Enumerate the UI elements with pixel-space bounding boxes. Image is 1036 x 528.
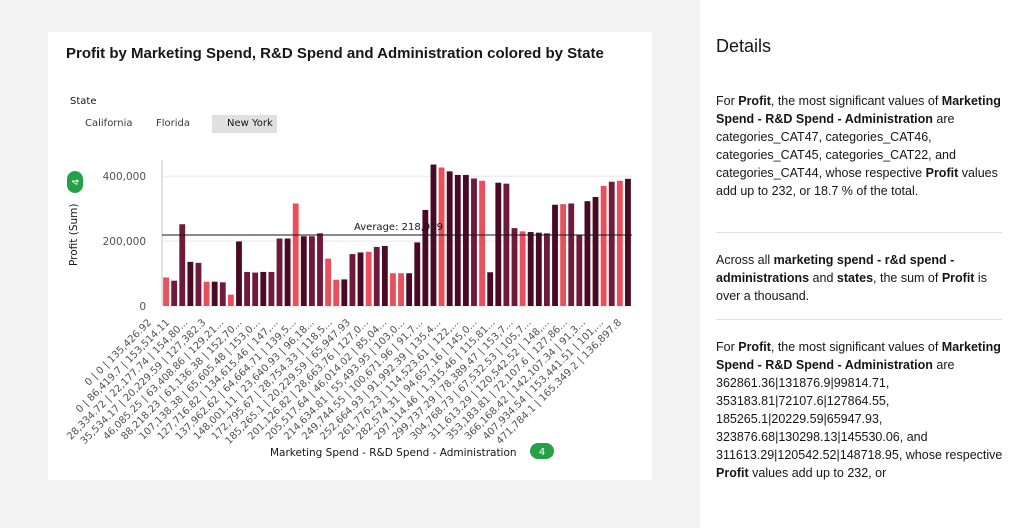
bar [325, 258, 332, 306]
bar [195, 262, 202, 306]
bar [252, 272, 259, 306]
details-paragraph-2: Across all marketing spend - r&d spend -… [716, 253, 987, 303]
bar [406, 273, 413, 306]
bar [552, 204, 558, 306]
details-paragraph-1: For Profit, the most significant values … [716, 94, 1001, 198]
bar [268, 271, 275, 306]
bar [211, 281, 218, 306]
average-label: Average: 218,939 [354, 222, 443, 233]
bar [341, 279, 348, 306]
bar [357, 252, 364, 306]
bar [317, 233, 323, 306]
details-divider [716, 232, 1002, 233]
y-count-badge [67, 171, 83, 193]
bar [187, 261, 194, 306]
bar [495, 182, 502, 306]
y-axis-title: Profit (Sum) [68, 204, 80, 266]
bar [576, 235, 583, 306]
bar [414, 242, 421, 306]
bar [584, 201, 591, 306]
bar [333, 279, 340, 306]
bar [503, 183, 510, 306]
bar [260, 271, 267, 306]
bar [487, 272, 494, 306]
bar [300, 236, 307, 306]
legend-item-florida[interactable]: Florida [156, 118, 191, 129]
bar [163, 277, 169, 306]
bar [219, 282, 226, 306]
y-tick-label: 400,000 [103, 171, 146, 183]
bar [454, 174, 461, 306]
bar [592, 196, 599, 306]
bar [227, 294, 234, 306]
bar [608, 181, 615, 306]
bar [373, 246, 380, 306]
bar [171, 280, 178, 306]
bar [446, 171, 453, 306]
bar [349, 254, 356, 306]
x-axis-title: Marketing Spend - R&D Spend - Administra… [270, 447, 517, 459]
chart-title: Profit by Marketing Spend, R&D Spend and… [66, 45, 604, 62]
bar [568, 203, 575, 306]
legend-item-california[interactable]: California [85, 118, 133, 129]
bar [179, 224, 186, 306]
bar [203, 281, 210, 306]
bar [616, 180, 623, 306]
bar [560, 204, 567, 306]
x-count-badge [530, 443, 554, 459]
legend-title: State [70, 96, 97, 107]
bar [381, 245, 388, 306]
bar [511, 228, 518, 306]
details-title: Details [716, 36, 772, 56]
bar [276, 238, 283, 306]
y-count-badge-label: 4 [71, 179, 82, 185]
bar [527, 232, 534, 306]
bar [244, 271, 251, 306]
bar [390, 273, 396, 306]
bar [398, 273, 404, 306]
bar [600, 185, 607, 306]
bar [543, 233, 550, 306]
details-panel: Details For Profit, the most significant… [700, 0, 1036, 528]
bar [462, 174, 469, 306]
bar [292, 203, 299, 306]
bar [422, 209, 429, 306]
bar [236, 241, 242, 306]
bar [471, 178, 477, 306]
bar [479, 180, 486, 306]
bar-chart: 0 200,000 400,000 Average: 218,939 Profit (S… [65, 160, 632, 459]
x-count-badge-label: 4 [539, 447, 545, 458]
details-paragraph-3: For Profit, the most significant values … [716, 340, 1003, 480]
details-divider [716, 319, 1002, 320]
bar [308, 236, 315, 306]
legend-item-new-york[interactable]: New York [212, 115, 277, 133]
chart-card: Profit by Marketing Spend, R&D Spend and… [48, 32, 652, 480]
y-tick-label: 200,000 [103, 236, 146, 248]
bar [519, 231, 526, 306]
bar [284, 238, 291, 306]
bar [438, 167, 445, 306]
bar [535, 232, 542, 306]
y-tick-label: 0 [139, 301, 146, 313]
bar [365, 251, 372, 306]
bar [625, 178, 631, 306]
